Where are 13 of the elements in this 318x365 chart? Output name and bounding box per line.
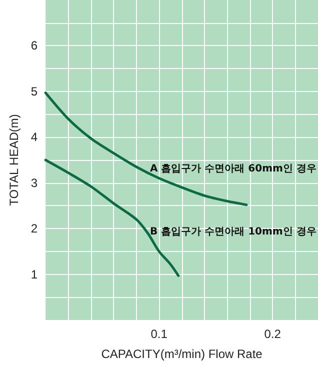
y-axis-title: TOTAL HEAD(m) [7,114,21,206]
y-tick-label: 1 [30,267,38,282]
x-tick-label: 0.2 [264,327,282,341]
y-tick-label: 4 [30,130,38,144]
y-tick-label: 3 [30,176,38,190]
y-tick-label: 5 [30,84,38,98]
x-axis-title: CAPACITY(m³/min) Flow Rate [101,347,263,361]
y-tick-label: 6 [30,38,38,53]
annotation: B 흡입구가 수면아래 10mm인 경우 [150,226,316,238]
line-series [44,92,248,206]
annotation: A 흡입구가 수면아래 60mm인 경우 [150,164,316,174]
y-tick-label: 2 [30,222,38,236]
x-tick-label: 0.1 [150,327,168,341]
